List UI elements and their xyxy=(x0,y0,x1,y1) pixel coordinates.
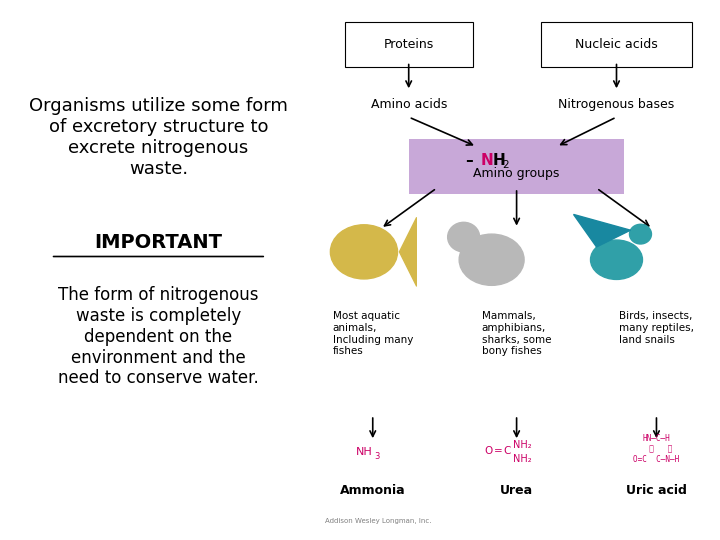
Ellipse shape xyxy=(448,222,480,252)
Text: NH₂: NH₂ xyxy=(513,440,532,450)
Ellipse shape xyxy=(590,240,642,279)
FancyBboxPatch shape xyxy=(409,139,624,193)
Text: Amino acids: Amino acids xyxy=(371,98,447,111)
Text: O: O xyxy=(485,447,492,456)
Text: Nitrogenous bases: Nitrogenous bases xyxy=(559,98,675,111)
Text: Amino groups: Amino groups xyxy=(474,167,559,180)
Text: NH: NH xyxy=(356,448,373,457)
Text: HN─C─H
  ∥   ∥
O=C  C─N─H: HN─C─H ∥ ∥ O=C C─N─H xyxy=(634,434,680,464)
Ellipse shape xyxy=(459,234,524,285)
Text: IMPORTANT: IMPORTANT xyxy=(94,233,222,253)
Text: H: H xyxy=(492,153,505,167)
Text: Mammals,
amphibians,
sharks, some
bony fishes: Mammals, amphibians, sharks, some bony f… xyxy=(482,312,552,356)
Text: Proteins: Proteins xyxy=(384,38,434,51)
Ellipse shape xyxy=(629,224,652,244)
Text: 2: 2 xyxy=(502,160,509,170)
Text: =: = xyxy=(494,447,503,456)
Text: Most aquatic
animals,
Including many
fishes: Most aquatic animals, Including many fis… xyxy=(333,312,413,356)
Text: Addison Wesley Longman, Inc.: Addison Wesley Longman, Inc. xyxy=(325,518,431,524)
Text: –: – xyxy=(465,153,472,167)
Polygon shape xyxy=(400,218,417,286)
FancyBboxPatch shape xyxy=(345,23,472,66)
Text: Birds, insects,
many reptiles,
land snails: Birds, insects, many reptiles, land snai… xyxy=(619,312,694,345)
Text: Nucleic acids: Nucleic acids xyxy=(575,38,658,51)
Text: Uric acid: Uric acid xyxy=(626,484,687,497)
Polygon shape xyxy=(574,214,631,247)
Text: Ammonia: Ammonia xyxy=(340,484,405,497)
FancyBboxPatch shape xyxy=(541,23,693,66)
Text: N: N xyxy=(480,153,493,167)
Text: The form of nitrogenous
waste is completely
dependent on the
environment and the: The form of nitrogenous waste is complet… xyxy=(58,286,258,387)
Text: Urea: Urea xyxy=(500,484,534,497)
Text: NH₂: NH₂ xyxy=(513,454,532,464)
Ellipse shape xyxy=(330,225,397,279)
Text: Organisms utilize some form
of excretory structure to
excrete nitrogenous
waste.: Organisms utilize some form of excretory… xyxy=(29,97,288,178)
Text: 3: 3 xyxy=(374,451,380,461)
Text: C: C xyxy=(503,447,510,456)
